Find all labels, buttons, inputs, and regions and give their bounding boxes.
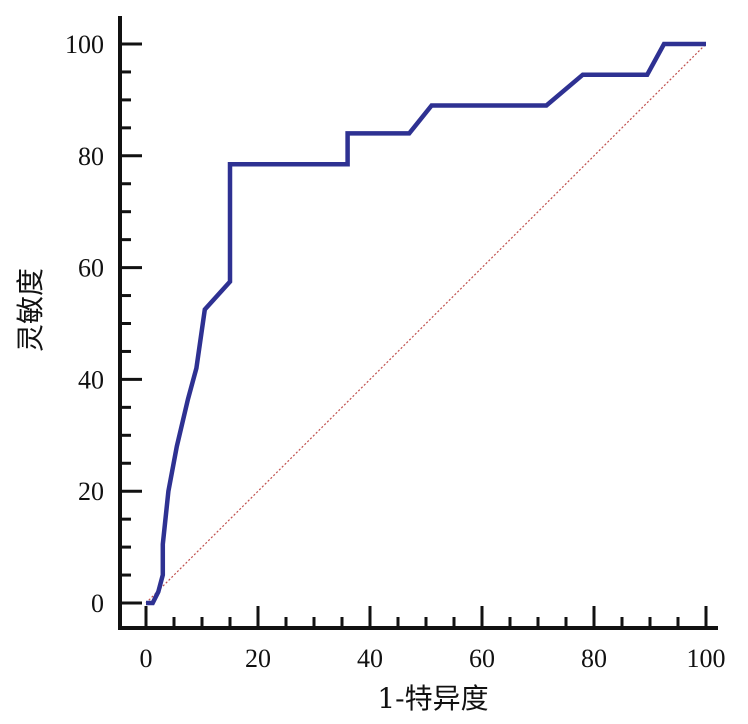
y-ticks: 0 20 40 60 80 100 [65, 30, 104, 618]
x-minor-ticks [144, 606, 708, 628]
x-tick-label: 60 [469, 644, 495, 673]
plot-area: 0 20 40 60 80 100 0 20 40 60 80 100 [65, 16, 726, 673]
roc-curve [146, 41, 706, 606]
y-tick-label: 20 [78, 477, 104, 506]
x-tick-label: 40 [357, 644, 383, 673]
y-tick-label: 0 [91, 589, 104, 618]
x-tick-label: 80 [581, 644, 607, 673]
y-tick-label: 60 [78, 254, 104, 283]
series-layer [145, 41, 707, 606]
y-tick-label: 40 [78, 365, 104, 394]
x-axis-title: 1-特异度 [377, 682, 488, 715]
y-axis-title: 灵敏度 [14, 268, 47, 352]
y-tick-label: 80 [78, 142, 104, 171]
reference-diagonal-line [145, 43, 707, 604]
x-ticks: 0 20 40 60 80 100 [140, 644, 726, 673]
x-tick-label: 100 [687, 644, 726, 673]
y-minor-ticks [120, 42, 142, 605]
x-tick-label: 0 [140, 644, 153, 673]
y-tick-label: 100 [65, 30, 104, 59]
x-tick-label: 20 [245, 644, 271, 673]
